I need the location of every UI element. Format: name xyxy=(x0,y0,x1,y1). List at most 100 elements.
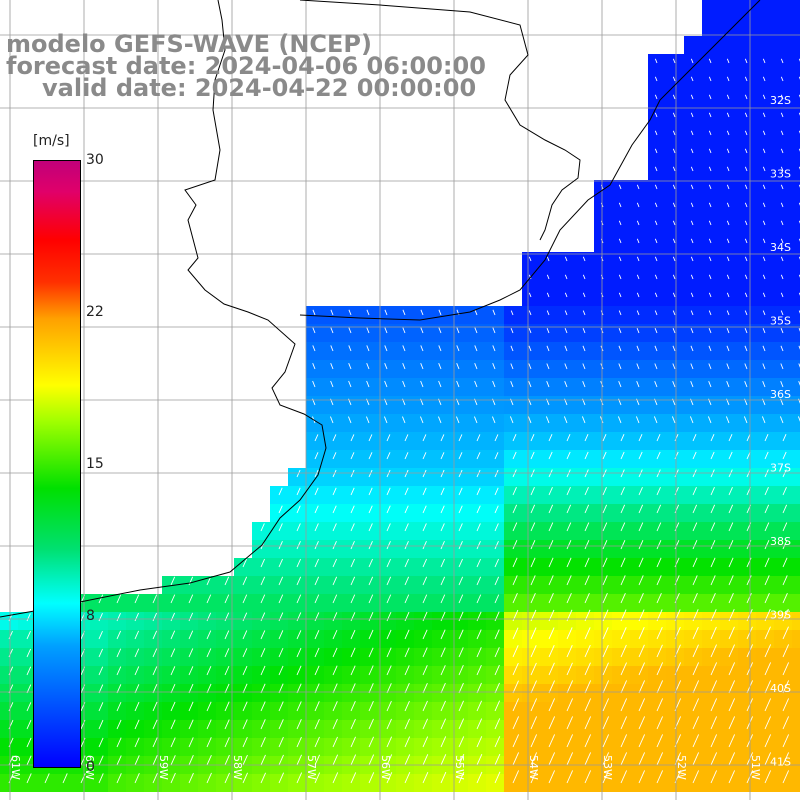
wind-arrow xyxy=(530,734,538,748)
wind-arrow xyxy=(314,647,320,658)
wind-arrow xyxy=(602,716,610,730)
latitude-label: 36S xyxy=(770,388,791,401)
wind-arrow xyxy=(404,718,410,730)
wind-arrow xyxy=(654,202,658,208)
wind-arrow xyxy=(350,487,355,496)
wind-arrow xyxy=(653,416,658,424)
wind-arrow xyxy=(654,220,658,226)
wind-arrow xyxy=(476,736,483,748)
wind-arrow xyxy=(494,753,501,766)
wind-arrow xyxy=(584,698,592,712)
wind-arrow xyxy=(582,328,586,334)
wind-arrow xyxy=(422,452,427,460)
wind-arrow xyxy=(366,345,370,352)
wind-arrow xyxy=(690,112,694,118)
wind-arrow xyxy=(474,345,478,352)
colorbar-tick: 15 xyxy=(86,456,104,472)
wind-arrow xyxy=(386,683,392,694)
wind-arrow xyxy=(260,754,266,766)
latitude-label: 37S xyxy=(770,462,791,475)
wind-arrow xyxy=(726,310,730,316)
wind-arrow xyxy=(314,736,320,748)
wind-arrow xyxy=(458,629,464,640)
wind-arrow xyxy=(584,504,590,514)
wind-arrow xyxy=(440,736,447,748)
wind-arrow xyxy=(620,734,628,748)
wind-arrow xyxy=(350,523,355,532)
wind-arrow xyxy=(422,682,428,694)
wind-arrow xyxy=(404,523,409,532)
wind-arrow xyxy=(404,754,411,766)
wind-arrow xyxy=(744,76,748,82)
wind-arrow xyxy=(330,345,334,352)
wind-arrow xyxy=(170,755,176,766)
wind-arrow xyxy=(584,770,592,784)
wind-arrow xyxy=(44,773,50,784)
wind-arrow xyxy=(492,363,496,370)
wind-arrow xyxy=(584,644,591,658)
wind-arrow xyxy=(296,630,302,640)
wind-arrow xyxy=(98,630,103,640)
wind-arrow xyxy=(494,736,501,748)
wind-arrow xyxy=(458,541,463,550)
wind-arrow xyxy=(510,328,514,334)
wind-arrow xyxy=(134,612,139,622)
wind-cell xyxy=(756,0,774,18)
wind-arrow xyxy=(98,613,103,622)
wind-arrow xyxy=(654,58,658,64)
wind-arrow xyxy=(602,522,608,532)
wind-arrow xyxy=(296,487,301,496)
wind-arrow xyxy=(206,701,212,712)
wind-arrow xyxy=(654,256,658,262)
wind-arrow xyxy=(618,328,622,334)
wind-arrow xyxy=(656,680,664,694)
wind-arrow xyxy=(744,94,748,100)
wind-arrow xyxy=(782,770,790,784)
wind-arrow xyxy=(420,345,424,352)
wind-arrow xyxy=(780,76,784,82)
wind-arrow xyxy=(386,611,392,622)
wind-arrow xyxy=(512,504,518,514)
wind-arrow xyxy=(548,504,554,514)
wind-arrow xyxy=(638,644,645,658)
wind-arrow xyxy=(492,380,496,388)
wind-arrow xyxy=(242,630,248,640)
wind-arrow xyxy=(584,627,591,640)
wind-arrow xyxy=(368,541,373,550)
wind-arrow xyxy=(620,451,625,460)
wind-arrow xyxy=(782,680,790,694)
wind-arrow xyxy=(762,328,766,334)
wind-arrow xyxy=(494,487,499,496)
wind-arrow xyxy=(566,557,572,568)
wind-arrow xyxy=(620,434,625,442)
wind-arrow xyxy=(224,754,230,766)
wind-arrow xyxy=(458,665,464,676)
wind-arrow xyxy=(566,539,572,550)
wind-arrow xyxy=(474,363,478,370)
wind-arrow xyxy=(762,202,766,208)
wind-cell xyxy=(792,468,800,486)
wind-arrow xyxy=(638,522,644,532)
wind-arrow xyxy=(690,148,694,154)
wind-arrow xyxy=(530,680,537,694)
wind-arrow xyxy=(708,202,712,208)
wind-arrow xyxy=(710,539,716,550)
wind-cell xyxy=(792,450,800,468)
wind-arrow xyxy=(710,662,718,676)
wind-arrow xyxy=(134,666,140,676)
wind-arrow xyxy=(314,541,319,550)
wind-arrow xyxy=(402,309,406,316)
wind-arrow xyxy=(440,771,447,784)
wind-arrow xyxy=(474,380,478,388)
wind-arrow xyxy=(708,184,712,190)
wind-arrow xyxy=(278,576,284,586)
wind-cell xyxy=(792,342,800,360)
wind-arrow xyxy=(206,648,212,658)
wind-arrow xyxy=(384,363,388,370)
wind-arrow xyxy=(350,452,355,460)
wind-arrow xyxy=(206,630,212,640)
colorbar-tick: 0 xyxy=(86,759,95,775)
wind-cell xyxy=(774,36,792,54)
wind-arrow xyxy=(726,148,730,154)
wind-arrow xyxy=(602,451,607,460)
